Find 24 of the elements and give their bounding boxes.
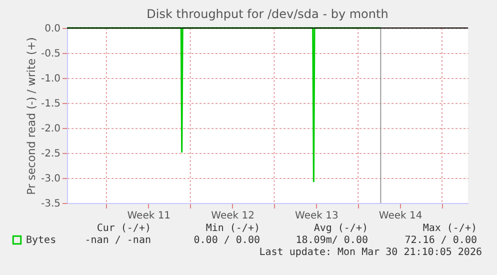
y-tick-label: -1.5: [40, 98, 60, 110]
y-tick-label: -2.5: [40, 148, 60, 160]
y-tick-label: 0.0: [44, 24, 60, 34]
y-tick-label: -3.5: [40, 198, 60, 210]
text: Max (-/+): [422, 223, 477, 234]
text: 72.16 / 0.00: [404, 235, 477, 246]
x-tick-label: Week 13: [295, 210, 338, 222]
y-tick-label: -3.0: [40, 174, 60, 184]
y-tick-label: -1.0: [40, 74, 60, 84]
text: Cur (-/+): [96, 223, 151, 234]
x-tick-label: Week 14: [378, 210, 422, 222]
y-axis-title: Pr second read (-) / write (+): [24, 37, 38, 195]
text: -nan / -nan: [84, 235, 151, 246]
chart-title: Disk throughput for /dev/sda - by month: [146, 7, 388, 21]
text: Min (-/+): [206, 223, 260, 234]
legend-label: Bytes: [26, 235, 56, 246]
y-tick-label: -0.5: [40, 48, 60, 60]
text: Last update: Mon Mar 30 21:10:05 2026: [259, 247, 482, 258]
text: 0.00 / 0.00: [194, 235, 260, 246]
text: Avg (-/+): [314, 223, 368, 234]
x-tick-label: Week 11: [127, 210, 171, 222]
text: 18.09m/ 0.00: [296, 235, 368, 246]
y-tick-label: -2.0: [40, 124, 60, 134]
x-tick-label: Week 12: [211, 210, 254, 222]
